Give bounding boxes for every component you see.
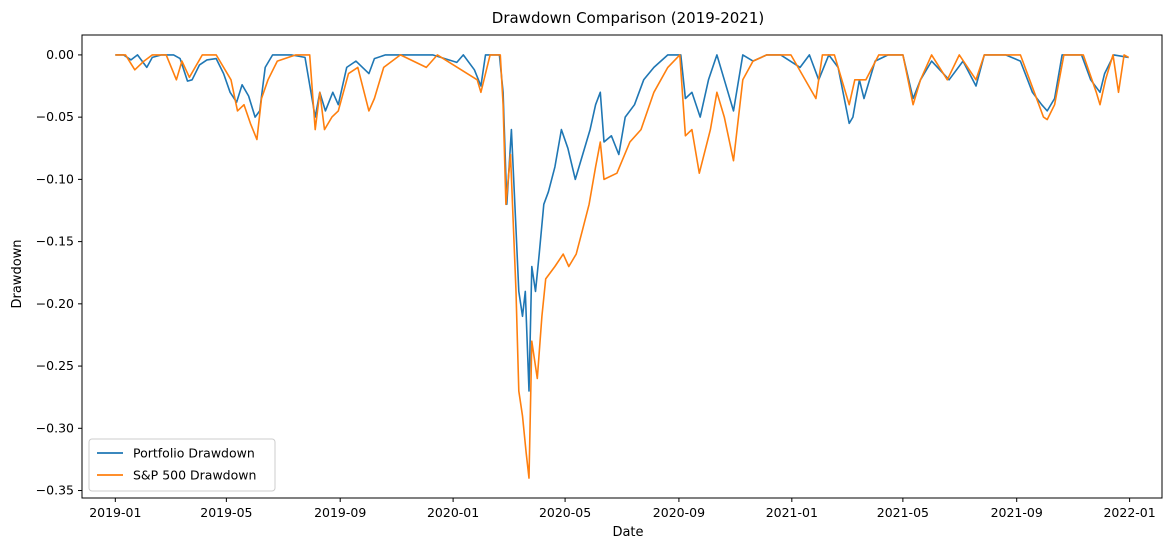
y-tick-label: −0.05: [36, 109, 74, 124]
plot-frame: [81, 34, 1163, 499]
x-tick-label: 2021-01: [766, 505, 818, 520]
series-line-sp500: [115, 54, 1130, 479]
legend: Portfolio Drawdown S&P 500 Drawdown: [88, 438, 276, 492]
x-tick-label: 2020-01: [427, 505, 479, 520]
x-tick-label: 2022-01: [1103, 505, 1155, 520]
y-tick-label: 0.00: [46, 47, 74, 62]
series-line-portfolio: [115, 54, 1129, 392]
y-axis-label: Drawdown: [10, 239, 25, 308]
x-tick-label: 2019-05: [200, 505, 252, 520]
y-tick-label: −0.30: [36, 420, 74, 435]
x-tick-label: 2019-01: [89, 505, 141, 520]
x-tick-label: 2019-09: [314, 505, 366, 520]
legend-label-portfolio: Portfolio Drawdown: [133, 446, 255, 461]
y-tick-label: −0.35: [36, 483, 74, 498]
x-tick-label: 2020-09: [653, 505, 705, 520]
y-tick-label: −0.10: [36, 171, 74, 186]
y-tick-label: −0.25: [36, 358, 74, 373]
y-tick-label: −0.15: [36, 234, 74, 249]
y-tick-label: −0.20: [36, 296, 74, 311]
chart-title: Drawdown Comparison (2019-2021): [492, 9, 764, 27]
plot-area: 2019-01 2019-05 2019-09 2020-01 2020-05 2020-…: [36, 34, 1163, 520]
x-tick-label: 2021-09: [991, 505, 1043, 520]
x-tick-label: 2021-05: [877, 505, 929, 520]
legend-label-sp500: S&P 500 Drawdown: [133, 468, 256, 483]
legend-box: [88, 438, 276, 492]
x-axis-label: Date: [612, 525, 643, 540]
x-tick-label: 2020-05: [539, 505, 591, 520]
